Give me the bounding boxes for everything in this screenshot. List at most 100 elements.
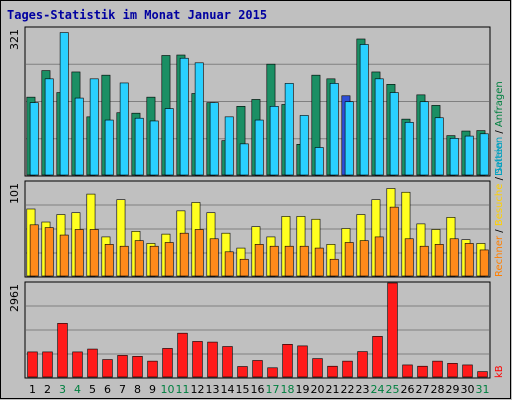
right-label-top: Dateien / Anfragen xyxy=(494,81,505,176)
bar-rechner-16 xyxy=(254,244,264,277)
bar-rechner-28 xyxy=(434,244,444,277)
bar-kb-26 xyxy=(402,364,413,378)
bar-dateien-24 xyxy=(374,78,384,176)
x-tick-label-27: 27 xyxy=(416,383,430,396)
bar-dateien-14 xyxy=(224,116,234,176)
bar-kb-13 xyxy=(207,341,218,378)
bar-kb-9 xyxy=(147,360,158,378)
x-tick-label-24: 24 xyxy=(371,383,385,396)
right-label-middle-part-2: Besuche xyxy=(494,184,505,227)
bar-rechner-21 xyxy=(329,258,339,277)
bar-kb-27 xyxy=(417,365,428,378)
bar-rechner-26 xyxy=(404,238,414,277)
bar-rechner-9 xyxy=(149,245,159,277)
x-tick-label-25: 25 xyxy=(386,383,400,396)
bar-dateien-5 xyxy=(89,78,99,176)
x-tick-label-4: 4 xyxy=(74,383,81,396)
y-max-label-hits: 321 xyxy=(8,29,21,50)
bar-kb-14 xyxy=(222,346,233,378)
bar-dateien-28 xyxy=(434,117,444,176)
bar-dateien-4 xyxy=(74,97,84,176)
bar-rechner-29 xyxy=(449,238,459,277)
bar-dateien-6 xyxy=(104,119,114,176)
bar-rechner-8 xyxy=(134,240,144,277)
bar-kb-29 xyxy=(447,363,458,378)
right-label-middle: Rechner / Besuche / Seiten xyxy=(494,142,505,277)
bar-kb-11 xyxy=(177,332,188,378)
panel-visits: 101 xyxy=(8,180,491,278)
bar-rechner-22 xyxy=(344,242,354,277)
x-tick-label-6: 6 xyxy=(104,383,111,396)
bar-kb-18 xyxy=(282,343,293,378)
bar-dateien-1 xyxy=(29,102,39,176)
right-label-bottom: kB xyxy=(494,365,505,378)
bar-rechner-5 xyxy=(89,229,99,277)
bar-dateien-21 xyxy=(329,83,339,176)
bar-dateien-23 xyxy=(359,44,369,176)
bar-kb-8 xyxy=(132,356,143,378)
bar-dateien-19 xyxy=(299,115,309,176)
bar-rechner-23 xyxy=(359,240,369,277)
bar-kb-10 xyxy=(162,348,173,378)
x-tick-label-1: 1 xyxy=(29,383,36,396)
x-tick-label-5: 5 xyxy=(89,383,96,396)
bar-kb-2 xyxy=(42,351,53,378)
bar-dateien-8 xyxy=(134,117,144,176)
x-tick-label-13: 13 xyxy=(206,383,220,396)
bar-rechner-3 xyxy=(59,234,69,277)
bar-rechner-6 xyxy=(104,244,114,277)
y-max-label-kb: 2961 xyxy=(8,284,21,312)
x-tick-label-30: 30 xyxy=(461,383,475,396)
bar-kb-23 xyxy=(357,351,368,378)
x-tick-label-18: 18 xyxy=(281,383,295,396)
right-label-bottom-part-0: kB xyxy=(494,365,505,378)
bar-rechner-14 xyxy=(224,251,234,277)
bar-rechner-17 xyxy=(269,245,279,277)
right-label-top-part-0: Dateien xyxy=(494,137,505,176)
bar-rechner-7 xyxy=(119,245,129,277)
bar-kb-22 xyxy=(342,360,353,378)
right-label-middle-part-0: Rechner xyxy=(494,235,505,277)
x-tick-label-7: 7 xyxy=(119,383,126,396)
bar-dateien-13 xyxy=(209,102,219,176)
right-label-top-part-2: Anfragen xyxy=(494,81,505,127)
bar-kb-19 xyxy=(297,345,308,378)
right-label-middle-part-4: Seiten xyxy=(494,142,505,174)
bar-kb-31 xyxy=(477,371,488,378)
bar-dateien-27 xyxy=(419,101,429,176)
bar-kb-1 xyxy=(27,351,38,378)
x-tick-label-2: 2 xyxy=(44,383,51,396)
bar-kb-17 xyxy=(267,367,278,378)
bar-rechner-25 xyxy=(389,206,399,277)
x-tick-label-10: 10 xyxy=(161,383,175,396)
x-tick-label-26: 26 xyxy=(401,383,415,396)
x-tick-label-14: 14 xyxy=(221,383,235,396)
bar-rechner-24 xyxy=(374,236,384,277)
bar-kb-6 xyxy=(102,359,113,378)
bar-rechner-12 xyxy=(194,229,204,277)
x-tick-label-20: 20 xyxy=(311,383,325,396)
x-tick-label-28: 28 xyxy=(431,383,445,396)
bar-dateien-30 xyxy=(464,135,474,176)
chart-title: Tages-Statistik im Monat Januar 2015 xyxy=(7,8,267,22)
bar-kb-16 xyxy=(252,360,263,378)
panel-kb: 2961 xyxy=(8,281,491,379)
bar-rechner-1 xyxy=(29,224,39,277)
bar-dateien-25 xyxy=(389,92,399,176)
panel-hits: 321 xyxy=(8,26,491,177)
bar-kb-20 xyxy=(312,358,323,378)
bar-dateien-22 xyxy=(344,101,354,176)
bar-dateien-18 xyxy=(284,83,294,176)
bar-rechner-13 xyxy=(209,238,219,277)
x-tick-label-16: 16 xyxy=(251,383,265,396)
x-tick-label-23: 23 xyxy=(356,383,370,396)
bar-kb-15 xyxy=(237,366,248,378)
bar-dateien-29 xyxy=(449,138,459,176)
bar-kb-3 xyxy=(57,323,68,378)
right-label-top-part-1: / xyxy=(494,127,505,137)
x-axis-tick-labels: 1 2 3 4 5 6 7 8 9 10 11 12 13 14 15 16 17 18 19 20 21 22 23 24 2… xyxy=(29,383,490,396)
